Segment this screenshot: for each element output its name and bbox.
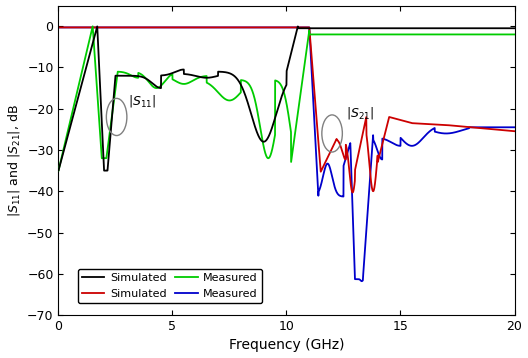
Text: $|S_{21}|$: $|S_{21}|$: [346, 106, 374, 121]
Text: $|S_{11}|$: $|S_{11}|$: [128, 93, 156, 109]
Y-axis label: $|S_{11}|$ and $|S_{21}|$, dB: $|S_{11}|$ and $|S_{21}|$, dB: [6, 104, 22, 217]
Legend: Simulated, Simulated, Measured, Measured: Simulated, Simulated, Measured, Measured: [78, 269, 262, 303]
X-axis label: Frequency (GHz): Frequency (GHz): [229, 338, 344, 352]
